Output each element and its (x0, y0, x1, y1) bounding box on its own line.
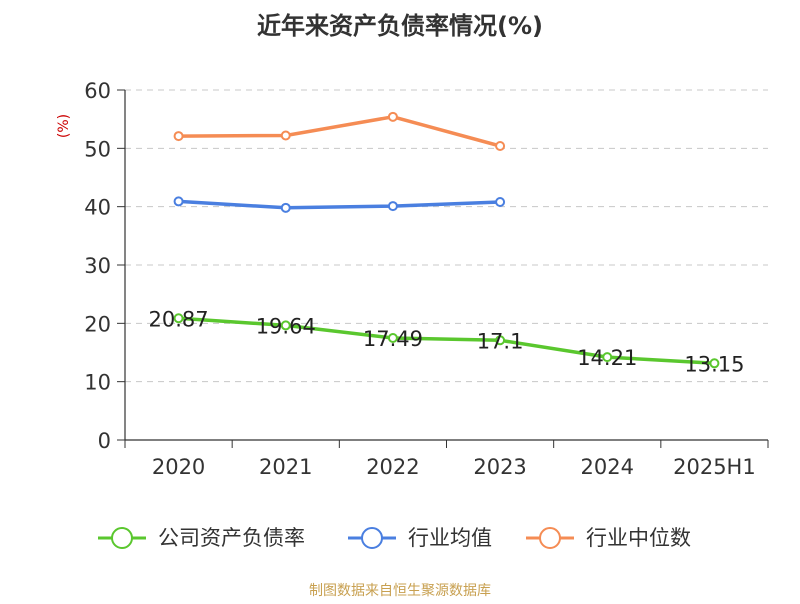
legend-label-1: 行业均值 (408, 526, 492, 550)
x-tick-label-2024: 2024 (581, 455, 634, 479)
y-tick-label-10: 10 (84, 371, 111, 395)
data-point-s1-2022 (387, 201, 398, 212)
legend-marker-0 (111, 527, 133, 549)
series-line-1 (178, 199, 501, 210)
y-tick-label-40: 40 (84, 196, 111, 220)
data-point-s0-2020 (173, 313, 184, 324)
series-line-2 (178, 115, 501, 148)
data-label-2024: 14.21 (577, 346, 637, 370)
x-tick-label-2020: 2020 (152, 455, 205, 479)
legend: 公司资产负债率 行业均值 行业中位数 (98, 526, 691, 550)
x-tick-label-2021: 2021 (259, 455, 312, 479)
data-point-s0-2023 (495, 335, 506, 346)
legend-label-0: 公司资产负债率 (158, 526, 305, 550)
legend-marker-1 (361, 527, 383, 549)
grid-lines (125, 89, 768, 383)
data-point-s1-2020 (173, 196, 184, 207)
y-tick-label-60: 60 (84, 79, 111, 103)
data-label-2025H1: 13.15 (684, 352, 744, 376)
legend-marker-2 (539, 527, 561, 549)
data-point-s2-2023 (495, 141, 506, 151)
x-tick-label-2025H1: 2025H1 (673, 455, 756, 479)
axes: 0 10 20 30 40 50 60 2020 2021 2022 2023 2024 2025H1 (84, 79, 769, 479)
series-group (173, 111, 720, 369)
data-point-s2-2022 (387, 111, 398, 122)
data-label-2020: 20.87 (149, 307, 209, 331)
data-point-s1-2021 (280, 202, 291, 213)
legend-item-0: 公司资产负债率 (98, 526, 305, 550)
legend-item-1: 行业均值 (348, 526, 492, 550)
y-axis-label: (%) (56, 114, 72, 138)
series-line-0 (178, 316, 715, 366)
x-tick-label-2023: 2023 (473, 455, 526, 479)
data-point-s0-2024 (602, 352, 613, 363)
data-point-s1-2023 (495, 197, 506, 207)
data-label-2021: 19.64 (256, 314, 316, 338)
data-label-2023: 17.1 (477, 329, 524, 353)
legend-item-2: 行业中位数 (526, 526, 691, 550)
data-point-s0-2025H1 (709, 358, 720, 369)
data-labels: 20.87 19.64 17.49 17.1 14.21 13.15 (149, 307, 745, 376)
data-point-s2-2020 (173, 131, 184, 142)
data-point-s0-2022 (387, 332, 398, 343)
data-point-s2-2021 (280, 130, 291, 141)
chart-title: 近年来资产负债率情况(%) (257, 12, 543, 40)
legend-label-2: 行业中位数 (586, 526, 691, 550)
y-tick-label-50: 50 (84, 137, 111, 161)
y-tick-label-30: 30 (84, 254, 111, 278)
y-tick-label-20: 20 (84, 312, 111, 336)
x-tick-label-2022: 2022 (366, 455, 419, 479)
y-tick-label-0: 0 (98, 429, 111, 453)
source-note: 制图数据来自恒生聚源数据库 (309, 583, 491, 599)
data-label-2022: 17.49 (363, 327, 423, 351)
data-point-s0-2021 (280, 320, 291, 331)
